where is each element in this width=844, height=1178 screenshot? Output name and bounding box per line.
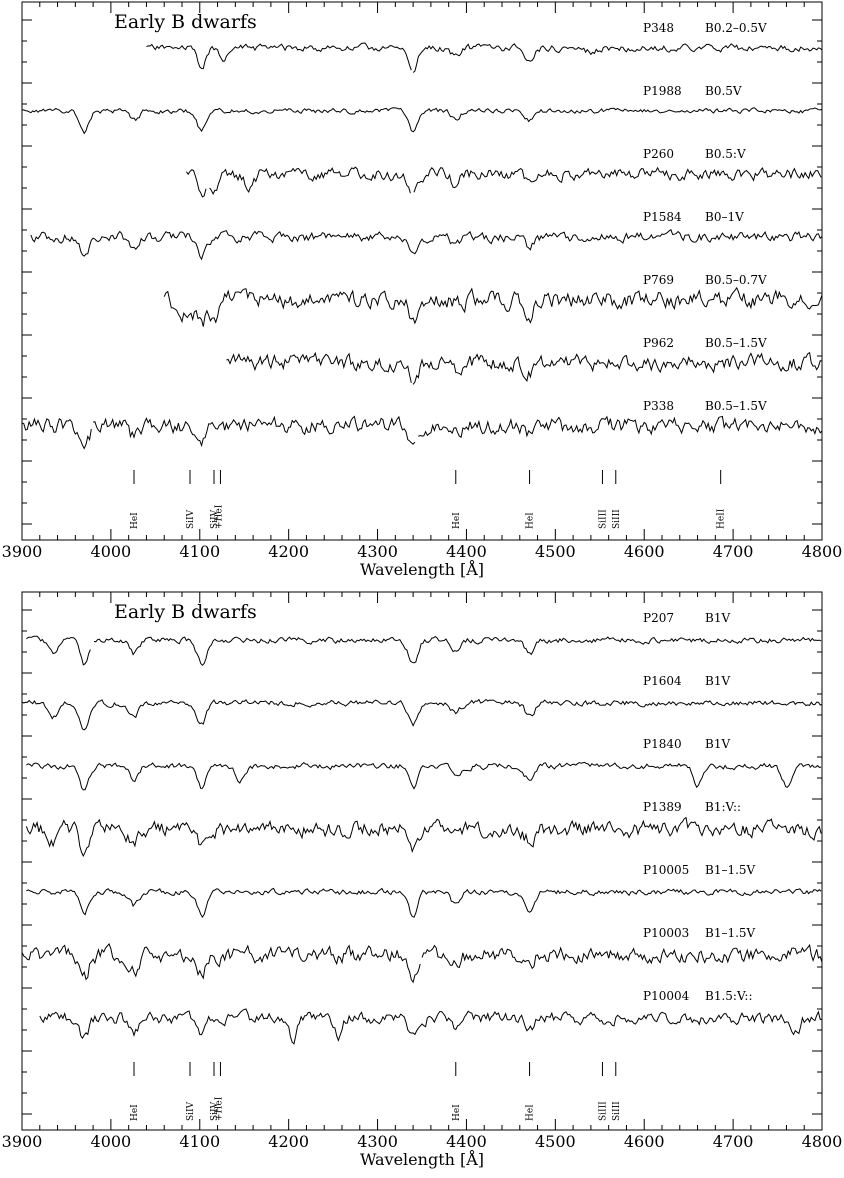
spectrum-line (226, 351, 823, 385)
spectrum-line (39, 1008, 823, 1045)
line-id-label: SiIV (210, 1101, 220, 1121)
line-id-label: HeI (526, 512, 536, 529)
star-id-label: P1840 (643, 737, 682, 751)
spectrum-line (21, 107, 823, 135)
x-tick-label: 3900 (2, 542, 43, 561)
line-id-label: SiIII (612, 509, 622, 529)
star-id-label: P207 (643, 611, 674, 625)
star-id-label: P10003 (643, 926, 689, 940)
star-id-label: P338 (643, 399, 674, 413)
x-tick-label: 4800 (802, 1132, 843, 1151)
plot-frame (21, 1, 823, 541)
line-id-label: +HeI (214, 504, 224, 529)
line-id-label: HeI (526, 1104, 536, 1121)
star-id-label: P348 (643, 21, 674, 35)
x-tick-label: 4300 (357, 542, 398, 561)
spectra-panel-1: 3900 4000 4100 4200 4300 4400 4500 4600 4700 4800… (2, 1, 843, 579)
x-tick-label: 4500 (535, 1132, 576, 1151)
x-tick-label: 4300 (357, 1132, 398, 1151)
star-id-label: P1389 (643, 800, 682, 814)
x-tick-label: 4700 (713, 1132, 754, 1151)
star-id-label: P962 (643, 336, 674, 350)
star-id-label: P1604 (643, 674, 682, 688)
line-id-label: HeI (452, 1104, 462, 1121)
spectrum-line (26, 635, 822, 667)
x-tick-label: 4600 (624, 1132, 665, 1151)
spectral-type-label: B0–1V (705, 210, 744, 224)
x-tick-label: 4800 (802, 542, 843, 561)
x-tick-label: 4200 (268, 542, 309, 561)
spectrum-line (163, 286, 823, 327)
line-id-label: HeI (130, 1104, 140, 1121)
spectral-type-label: B1–1.5V (705, 863, 756, 877)
spectra-panel-2: 3900 4000 4100 4200 4300 4400 4500 4600 4700 4800… (2, 591, 843, 1169)
spectrum-line (21, 415, 823, 450)
star-id-label: P10004 (643, 989, 690, 1003)
x-tick-label: 4100 (179, 1132, 220, 1151)
line-id-label: SiIV (186, 1101, 196, 1121)
x-tick-label: 4400 (446, 542, 487, 561)
spectral-type-label: B0.5V (705, 84, 742, 98)
x-tick-label: 3900 (2, 1132, 43, 1151)
panel-title: Early B dwarfs (114, 601, 257, 623)
x-tick-label: 4700 (713, 542, 754, 561)
spectrum-line (21, 698, 823, 731)
x-tick-label: 4200 (268, 1132, 309, 1151)
line-id-label: HeI (130, 512, 140, 529)
panel-title: Early B dwarfs (114, 11, 257, 33)
x-tick-label: 4100 (179, 542, 220, 561)
x-tick-label: 4400 (446, 1132, 487, 1151)
spectral-type-label: B0.2–0.5V (705, 21, 767, 35)
x-axis-title: Wavelength [Å] (360, 559, 484, 579)
line-id-label: +HeI (214, 1096, 224, 1121)
line-id-label: SiIV (186, 509, 196, 529)
star-id-label: P260 (643, 147, 674, 161)
line-id-label: SiIII (598, 1101, 608, 1121)
line-id-label: SiIV (210, 509, 220, 529)
line-id-label: HeI (452, 512, 462, 529)
star-id-label: P1988 (643, 84, 682, 98)
plot-frame (21, 591, 823, 1131)
spectral-type-label: B1V (705, 611, 730, 625)
x-tick-label: 4500 (535, 542, 576, 561)
spectral-type-label: B0.5–1.5V (705, 399, 767, 413)
star-id-label: P10005 (643, 863, 689, 877)
spectrum-line (26, 761, 822, 791)
line-id-label: HeII (717, 508, 727, 529)
x-tick-label: 4000 (91, 1132, 132, 1151)
spectral-type-label: B1.5:V:: (705, 989, 753, 1003)
spectral-type-label: B1–1.5V (705, 926, 756, 940)
star-id-label: P769 (643, 273, 674, 287)
x-tick-label: 4600 (624, 542, 665, 561)
spectral-type-label: B1V (705, 674, 730, 688)
line-id-label: SiIII (612, 1101, 622, 1121)
x-axis-title: Wavelength [Å] (360, 1149, 484, 1169)
spectrum-line (30, 229, 823, 261)
spectral-type-label: B0.5–0.7V (705, 273, 767, 287)
spectrum-line (185, 166, 822, 198)
line-id-label: SiIII (598, 509, 608, 529)
spectral-type-label: B1:V:: (705, 800, 741, 814)
spectral-type-label: B0.5:V (705, 147, 746, 161)
spectrum-line (25, 816, 822, 858)
spectral-type-label: B0.5–1.5V (705, 336, 767, 350)
spectrum-line (21, 943, 823, 984)
spectrum-line (146, 42, 823, 73)
star-id-label: P1584 (643, 210, 682, 224)
spectral-type-label: B1V (705, 737, 730, 751)
spectrum-line (26, 887, 822, 919)
x-tick-label: 4000 (91, 542, 132, 561)
